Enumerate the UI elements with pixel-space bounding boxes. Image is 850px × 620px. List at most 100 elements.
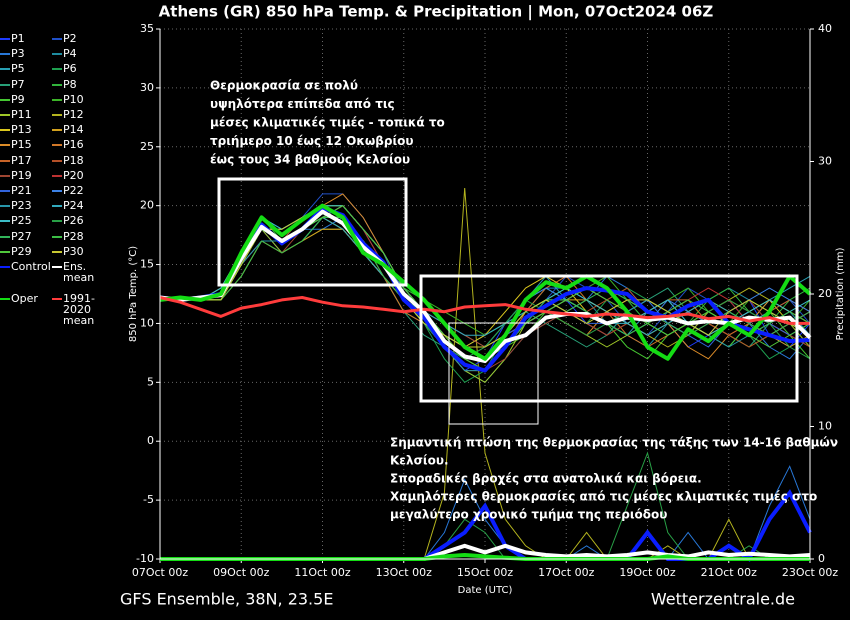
x-tick-label: 11Oct 00z: [294, 566, 351, 579]
legend-swatch: [52, 250, 62, 253]
annotation-line: μεγαλύτερο χρονικό τμήμα της περιόδου: [390, 508, 667, 522]
legend-item: P20: [52, 170, 114, 181]
legend-label: P9: [11, 92, 25, 106]
y2-axis-label: Precipitation (mm): [835, 247, 846, 340]
legend-label: P25: [11, 214, 32, 228]
annotation-line: Σημαντική πτώση της θερμοκρασίας της τάξ…: [390, 436, 838, 450]
legend-label: P10: [63, 92, 84, 106]
y2-tick-label: 40: [818, 22, 832, 35]
x-tick-label: 21Oct 00z: [701, 566, 758, 579]
annotation-line: Θερμοκρασία σε πολύ: [210, 79, 358, 93]
x-tick-label: 07Oct 00z: [132, 566, 189, 579]
legend-item: P6: [52, 63, 114, 74]
legend-label: P30: [63, 244, 84, 258]
annotation-line: τριήμερο 10 έως 12 Οκωβρίου: [210, 134, 414, 148]
legend-item: P2: [52, 33, 114, 44]
legend-swatch: [0, 68, 10, 71]
y2-tick-label: 0: [818, 552, 825, 565]
legend-swatch: [52, 205, 62, 208]
legend-swatch: [0, 235, 10, 238]
legend-item: P29: [0, 246, 62, 257]
temperature-lines: [159, 193, 812, 383]
x-tick-label: 23Oct 00z: [782, 566, 839, 579]
legend-label: Ens. mean: [63, 260, 95, 284]
annotation-line: Σποραδικές βροχές στα ανατολικά και βόρε…: [390, 472, 702, 486]
annotation-line: μέσες κλιματικές τιμές - τοπικά το: [210, 116, 445, 130]
series-line: [159, 296, 810, 325]
legend-item: P16: [52, 139, 114, 150]
legend-item: P5: [0, 63, 62, 74]
legend-label: P27: [11, 229, 32, 243]
legend-swatch: [52, 144, 62, 147]
legend-item: P24: [52, 200, 114, 211]
legend-label: P6: [63, 62, 77, 76]
highlight-box: [419, 274, 799, 403]
legend-swatch: [0, 129, 10, 132]
legend-item: P7: [0, 79, 62, 90]
legend-swatch: [0, 38, 10, 40]
legend-label: P19: [11, 168, 32, 182]
y-tick-label: 15: [140, 258, 154, 271]
legend-swatch: [0, 190, 10, 192]
y-tick-label: 10: [140, 316, 154, 329]
legend-label: P15: [11, 138, 32, 152]
legend-label: P22: [63, 184, 84, 197]
y2-tick-label: 20: [818, 287, 832, 300]
x-axis-label: Date (UTC): [458, 585, 513, 596]
legend-label: P29: [11, 244, 32, 258]
legend-item: Ens. mean: [52, 261, 114, 283]
legend-item: P22: [52, 185, 114, 196]
y-tick-label: -5: [143, 493, 154, 506]
legend-item: P30: [52, 246, 114, 257]
y-tick-label: 25: [140, 140, 154, 153]
legend-item: P13: [0, 124, 62, 135]
legend-swatch: [52, 38, 62, 40]
legend-item: P11: [0, 109, 62, 120]
legend-item: P18: [52, 155, 114, 166]
legend-item: P1: [0, 33, 62, 44]
legend-item: P23: [0, 200, 62, 211]
legend-label: P20: [63, 168, 84, 182]
legend-label: P3: [11, 47, 25, 61]
highlight-box: [448, 322, 539, 425]
y2-tick-label: 30: [818, 155, 832, 168]
legend-swatch: [52, 190, 62, 192]
x-tick-label: 13Oct 00z: [376, 566, 433, 579]
legend-item: P8: [52, 79, 114, 90]
y-axis-label: 850 hPa Temp. (°C): [128, 246, 139, 342]
legend-swatch: [52, 298, 62, 301]
legend-swatch: [0, 298, 10, 301]
legend-item: P9: [0, 94, 62, 105]
legend-swatch: [0, 159, 10, 162]
y-tick-label: 35: [140, 22, 154, 35]
legend-label: P8: [63, 77, 77, 91]
legend-label: 1991-2020 mean: [63, 292, 95, 328]
legend-item: P10: [52, 94, 114, 105]
legend-item: Oper: [0, 293, 62, 304]
legend-swatch: [0, 174, 10, 177]
legend-swatch: [0, 114, 10, 116]
y2-tick-label: 10: [818, 420, 832, 433]
x-tick-label: 15Oct 00z: [457, 566, 514, 579]
legend-swatch: [0, 144, 10, 147]
legend-swatch: [0, 220, 10, 223]
legend-item: P12: [52, 109, 114, 120]
annotations: Θερμοκρασία σε πολύ υψηλότερα επίπεδα από…: [210, 79, 838, 522]
x-tick-label: 17Oct 00z: [538, 566, 595, 579]
footer-right: Wetterzentrale.de: [651, 590, 795, 609]
legend-label: P5: [11, 62, 25, 76]
legend-swatch: [52, 83, 62, 86]
legend-swatch: [52, 129, 62, 132]
highlight-box: [217, 177, 408, 287]
series-line: [159, 209, 812, 364]
x-tick-label: 09Oct 00z: [213, 566, 270, 579]
legend-swatch: [0, 266, 10, 268]
legend-item: P14: [52, 124, 114, 135]
legend-swatch: [0, 83, 10, 86]
legend-item: P19: [0, 170, 62, 181]
legend-swatch: [52, 266, 62, 268]
legend-label: Oper: [11, 292, 38, 306]
legend-label: P17: [11, 153, 32, 167]
